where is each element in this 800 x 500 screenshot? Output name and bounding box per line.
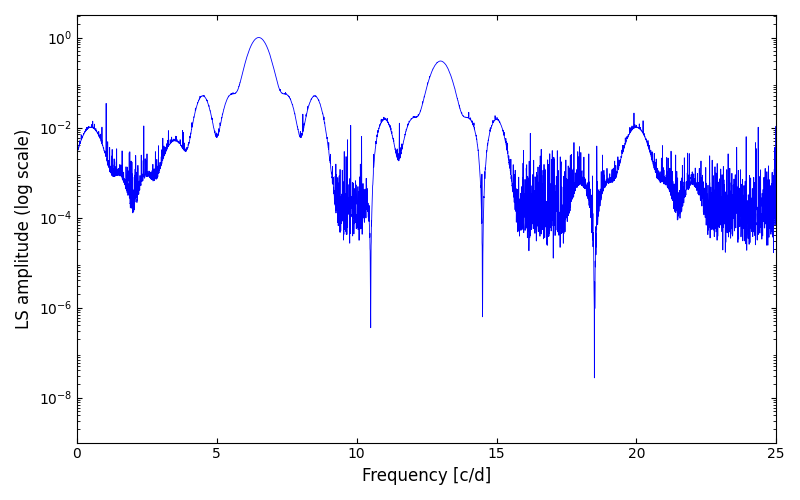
X-axis label: Frequency [c/d]: Frequency [c/d] (362, 467, 491, 485)
Y-axis label: LS amplitude (log scale): LS amplitude (log scale) (15, 128, 33, 329)
